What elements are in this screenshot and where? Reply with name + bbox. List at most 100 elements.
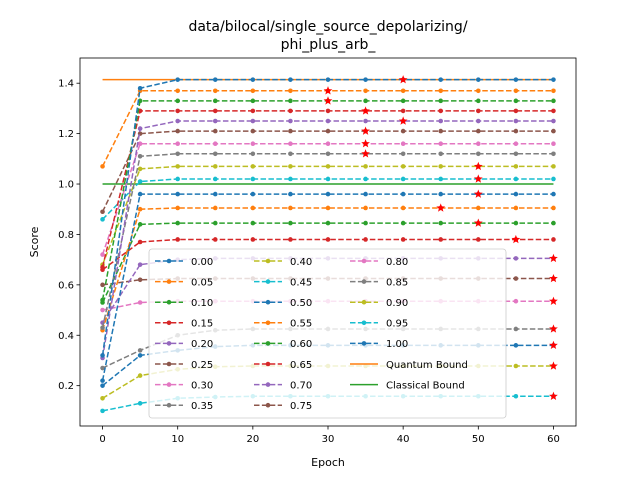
series-point [137, 98, 143, 104]
series-point [363, 220, 368, 226]
legend: 0.00 0.05 0.10 0.15 0.20 0.25 0.30 0.35 0.40 0.45… [148, 248, 507, 419]
series-point [325, 176, 331, 182]
series-point [476, 128, 481, 134]
best-score-star [549, 391, 558, 400]
series-point [438, 191, 444, 197]
series-point [400, 237, 406, 242]
series-point [400, 191, 406, 197]
legend-label: 0.65 [290, 360, 312, 371]
y-axis-label: Score [28, 226, 41, 257]
y-tick-label: 1.0 [58, 180, 74, 191]
series-point [175, 128, 180, 134]
legend-label: 0.75 [290, 401, 312, 412]
legend-label: 0.60 [290, 339, 312, 350]
series-point [288, 237, 293, 242]
series-point [325, 128, 331, 134]
series-point [250, 141, 256, 146]
best-score-star [473, 189, 483, 198]
series-point [551, 164, 556, 169]
x-tick-label: 60 [547, 434, 560, 445]
series-point [137, 141, 143, 146]
series-point [438, 118, 444, 124]
series-point [100, 164, 105, 169]
series-point [363, 191, 368, 197]
series-point [175, 141, 180, 146]
series-point [100, 408, 105, 414]
series-point [325, 191, 331, 197]
series-point [137, 277, 143, 283]
best-score-star [323, 86, 333, 95]
series-point [551, 118, 556, 124]
series-line [102, 178, 554, 220]
series-point [551, 191, 556, 197]
series-point [551, 77, 556, 82]
legend-label: 0.10 [191, 298, 213, 309]
series-point [288, 108, 293, 114]
series-point [100, 365, 105, 371]
series-point [363, 88, 368, 94]
series-point [438, 141, 444, 146]
series-point [250, 128, 256, 134]
y-tick-label: 1.4 [58, 79, 74, 90]
series-point [400, 141, 406, 146]
series-point [212, 108, 218, 114]
series-point [250, 118, 256, 124]
series-6 [100, 139, 556, 257]
series-point [100, 325, 105, 330]
legend-label: 0.05 [191, 277, 213, 288]
series-point [175, 205, 180, 211]
series-2 [100, 96, 556, 303]
series-point [137, 154, 143, 159]
series-point [250, 205, 256, 211]
y-tick-label: 0.4 [58, 331, 74, 342]
series-point [212, 88, 218, 94]
legend-entry-6: 0.30 [155, 380, 213, 391]
series-point [438, 220, 444, 226]
series-point [438, 88, 444, 94]
series-13 [100, 234, 556, 273]
series-point [212, 220, 218, 226]
legend-label: Classical Bound [386, 380, 465, 391]
series-point [513, 88, 519, 94]
legend-swatch-marker [166, 320, 172, 326]
legend-label: 0.90 [386, 298, 408, 309]
series-point [400, 128, 406, 134]
series-point [175, 88, 180, 94]
y-tick-label: 0.2 [58, 381, 74, 392]
series-point [551, 98, 556, 104]
series-point [438, 98, 444, 104]
series-point [400, 151, 406, 157]
series-point [438, 77, 444, 82]
series-line [101, 110, 554, 268]
series-point [137, 206, 143, 212]
legend-swatch-marker [265, 341, 271, 346]
legend-swatch-marker [361, 258, 367, 264]
series-point [175, 164, 180, 169]
series-point [100, 282, 105, 288]
x-tick-label: 20 [246, 434, 259, 445]
series-point [551, 220, 556, 226]
series-point [212, 176, 218, 182]
legend-entry-3: 0.15 [155, 319, 213, 330]
legend-label: 0.85 [386, 277, 408, 288]
series-point [476, 77, 481, 82]
legend-swatch-marker [265, 299, 271, 305]
legend-label: 0.55 [290, 319, 312, 330]
x-axis: 0 10 20 30 40 50 60 [99, 426, 560, 445]
series-point [551, 88, 556, 94]
series-point [513, 343, 519, 348]
best-score-star [549, 273, 558, 283]
series-point [513, 151, 519, 157]
series-point [325, 118, 331, 124]
series-point [513, 363, 519, 369]
series-point [363, 164, 368, 169]
legend-swatch-marker [361, 279, 367, 284]
legend-label: 0.25 [191, 360, 213, 371]
legend-swatch-marker [265, 279, 271, 284]
series-4 [100, 116, 556, 361]
series-point [212, 118, 218, 124]
series-point [438, 176, 444, 182]
series-point [325, 141, 331, 146]
series-point [288, 141, 293, 146]
y-tick-label: 0.8 [58, 230, 74, 241]
